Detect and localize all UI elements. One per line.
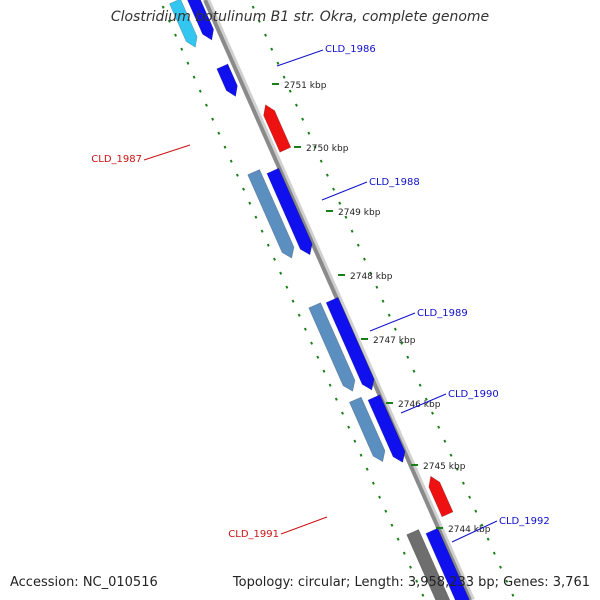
gene-label-cld-1987: CLD_1987 — [91, 154, 142, 165]
gene-label-leader — [143, 144, 191, 161]
map-title: Clostridium botulinum B1 str. Okra, comp… — [110, 9, 490, 25]
gene-arrow-cld-1989-b — [308, 302, 356, 392]
gene-label-leader — [400, 393, 447, 414]
accession-label: Accession: NC_010516 — [10, 575, 158, 590]
gene-arrow-cld-1986 — [216, 63, 238, 97]
gene-arrow-cld-1988 — [266, 167, 313, 256]
gene-label-leader — [276, 49, 324, 67]
gene-label-cld-1986: CLD_1986 — [325, 44, 376, 55]
gene-arrow-cld-1989 — [325, 297, 375, 391]
gene-arrow-cld-1987 — [263, 104, 292, 153]
tick-label: 2750 kbp — [306, 144, 349, 154]
gene-label-cld-1988: CLD_1988 — [369, 177, 420, 188]
tick-label: 2748 kbp — [350, 272, 393, 282]
genome-summary: Topology: circular; Length: 3,958,233 bp… — [232, 575, 590, 590]
gene-label-leader — [451, 520, 498, 543]
gene-label-leader — [280, 516, 328, 535]
gene-label-cld-1989: CLD_1989 — [417, 308, 468, 319]
gene-arrow-cld-1988-b — [247, 169, 295, 259]
gene-label-leader — [321, 181, 368, 201]
outer-dotted-ruler — [251, 5, 515, 597]
gene-label-cld-1990: CLD_1990 — [448, 389, 499, 400]
tick-label: 2747 kbp — [373, 336, 416, 346]
tick-label: 2751 kbp — [284, 81, 327, 91]
inner-dotted-ruler — [161, 5, 425, 597]
gene-arrow-cld-1990 — [367, 394, 406, 463]
gene-arrow-cld-1992-b — [406, 529, 451, 600]
gene-arrow-cld-1992 — [425, 527, 470, 600]
tick-label: 2744 kbp — [448, 525, 491, 535]
gene-label-cld-1992: CLD_1992 — [499, 516, 550, 527]
gene-arrow-top-cyan — [169, 0, 198, 48]
tick-label: 2745 kbp — [423, 462, 466, 472]
tick-label: 2749 kbp — [338, 208, 381, 218]
gene-label-cld-1991: CLD_1991 — [228, 529, 279, 540]
gene-label-leader — [369, 312, 416, 332]
gene-arrow-cld-1991 — [428, 475, 454, 518]
gene-arrow-cld-1990-b — [349, 396, 386, 463]
gene-arrow-top-blue — [187, 0, 214, 41]
